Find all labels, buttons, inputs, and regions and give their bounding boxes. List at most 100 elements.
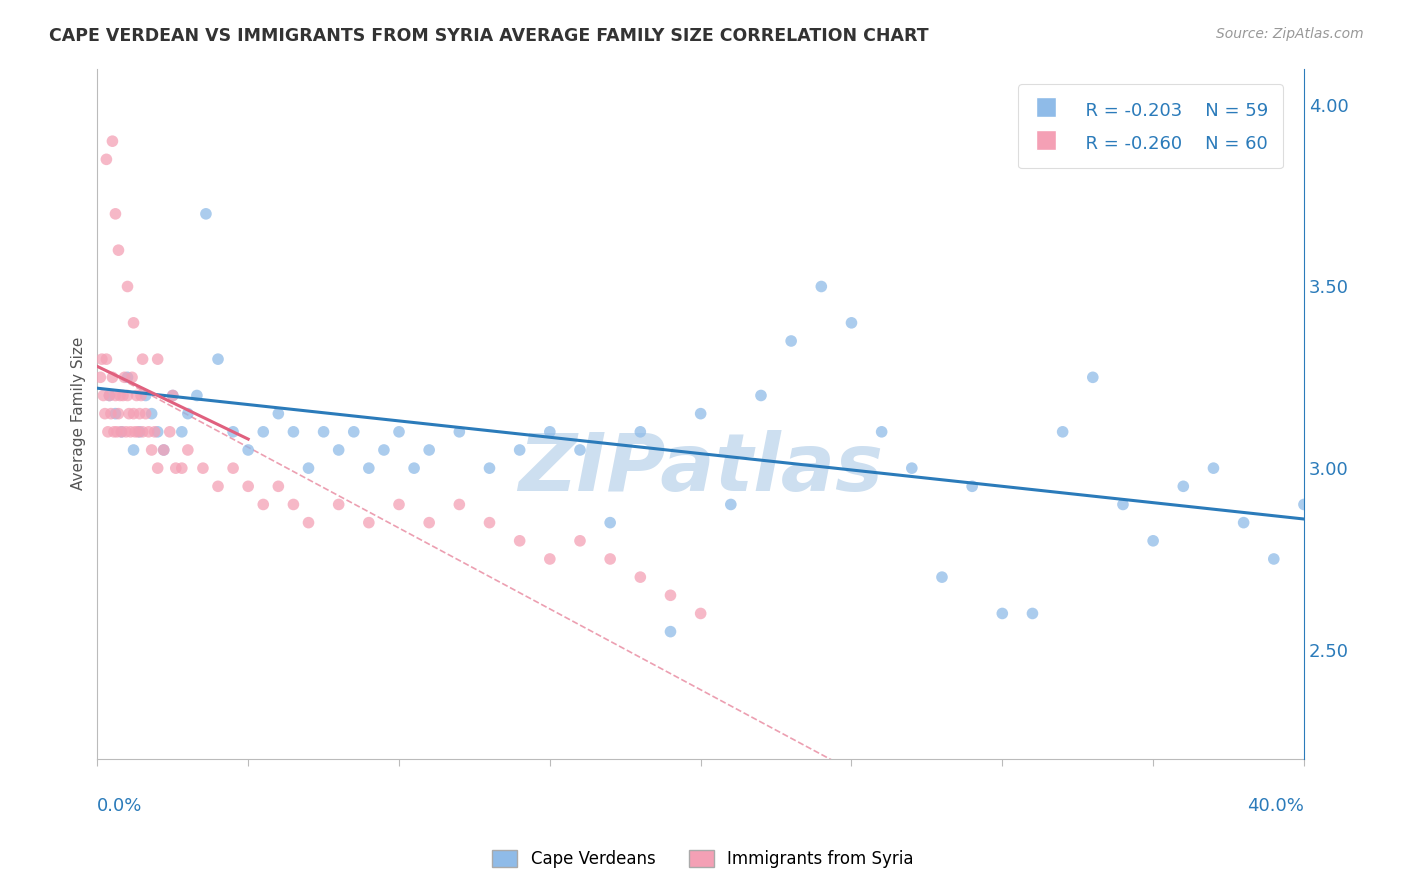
Cape Verdeans [117, 370, 139, 384]
Cape Verdeans [509, 442, 531, 457]
Text: 40.0%: 40.0% [1247, 797, 1303, 814]
Immigrants from Syria [207, 479, 229, 493]
Cape Verdeans [991, 607, 1014, 621]
Cape Verdeans [1142, 533, 1164, 548]
Immigrants from Syria [449, 498, 471, 512]
Cape Verdeans [1081, 370, 1104, 384]
Immigrants from Syria [141, 442, 163, 457]
Immigrants from Syria [135, 407, 157, 421]
Cape Verdeans [122, 442, 145, 457]
Cape Verdeans [222, 425, 245, 439]
Cape Verdeans [659, 624, 682, 639]
Cape Verdeans [449, 425, 471, 439]
Immigrants from Syria [159, 425, 181, 439]
Immigrants from Syria [222, 461, 245, 475]
Immigrants from Syria [127, 425, 149, 439]
Immigrants from Syria [94, 407, 117, 421]
Immigrants from Syria [569, 533, 592, 548]
Cape Verdeans [478, 461, 501, 475]
Point [131, 352, 153, 367]
Immigrants from Syria [267, 479, 290, 493]
Cape Verdeans [186, 388, 208, 402]
Immigrants from Syria [104, 388, 127, 402]
Immigrants from Syria [97, 425, 120, 439]
Immigrants from Syria [110, 425, 132, 439]
Cape Verdeans [1233, 516, 1256, 530]
Immigrants from Syria [177, 442, 200, 457]
Immigrants from Syria [388, 498, 411, 512]
Immigrants from Syria [689, 607, 711, 621]
Text: 0.0%: 0.0% [97, 797, 143, 814]
Immigrants from Syria [138, 425, 160, 439]
Immigrants from Syria [111, 388, 134, 402]
Immigrants from Syria [252, 498, 274, 512]
Cape Verdeans [538, 425, 561, 439]
Cape Verdeans [141, 407, 163, 421]
Immigrants from Syria [122, 407, 145, 421]
Immigrants from Syria [165, 461, 187, 475]
Immigrants from Syria [538, 552, 561, 566]
Cape Verdeans [901, 461, 924, 475]
Y-axis label: Average Family Size: Average Family Size [72, 337, 86, 491]
Cape Verdeans [1202, 461, 1225, 475]
Immigrants from Syria [124, 425, 146, 439]
Point [104, 207, 127, 221]
Immigrants from Syria [103, 425, 125, 439]
Cape Verdeans [810, 279, 832, 293]
Cape Verdeans [312, 425, 335, 439]
Immigrants from Syria [101, 370, 124, 384]
Immigrants from Syria [90, 352, 112, 367]
Cape Verdeans [720, 498, 742, 512]
Text: CAPE VERDEAN VS IMMIGRANTS FROM SYRIA AVERAGE FAMILY SIZE CORRELATION CHART: CAPE VERDEAN VS IMMIGRANTS FROM SYRIA AV… [49, 27, 929, 45]
Cape Verdeans [780, 334, 803, 348]
Cape Verdeans [177, 407, 200, 421]
Cape Verdeans [162, 388, 184, 402]
Immigrants from Syria [509, 533, 531, 548]
Cape Verdeans [1112, 498, 1135, 512]
Cape Verdeans [152, 442, 174, 457]
Cape Verdeans [267, 407, 290, 421]
Immigrants from Syria [93, 388, 115, 402]
Point [146, 352, 169, 367]
Point [107, 243, 129, 257]
Immigrants from Syria [628, 570, 651, 584]
Text: ZIPatlas: ZIPatlas [519, 430, 883, 508]
Immigrants from Syria [100, 407, 122, 421]
Immigrants from Syria [105, 425, 128, 439]
Legend: Cape Verdeans, Immigrants from Syria: Cape Verdeans, Immigrants from Syria [485, 843, 921, 875]
Immigrants from Syria [418, 516, 440, 530]
Immigrants from Syria [328, 498, 350, 512]
Immigrants from Syria [121, 370, 143, 384]
Immigrants from Syria [108, 388, 131, 402]
Cape Verdeans [931, 570, 953, 584]
Cape Verdeans [373, 442, 395, 457]
Immigrants from Syria [659, 588, 682, 602]
Point [96, 153, 118, 167]
Cape Verdeans [404, 461, 426, 475]
Cape Verdeans [98, 388, 121, 402]
Cape Verdeans [841, 316, 863, 330]
Immigrants from Syria [120, 425, 142, 439]
Cape Verdeans [194, 207, 217, 221]
Cape Verdeans [328, 442, 350, 457]
Cape Verdeans [146, 425, 169, 439]
Cape Verdeans [104, 407, 127, 421]
Cape Verdeans [960, 479, 983, 493]
Immigrants from Syria [146, 461, 169, 475]
Cape Verdeans [749, 388, 772, 402]
Immigrants from Syria [117, 388, 139, 402]
Cape Verdeans [870, 425, 893, 439]
Cape Verdeans [569, 442, 592, 457]
Immigrants from Syria [98, 388, 121, 402]
Immigrants from Syria [478, 516, 501, 530]
Immigrants from Syria [283, 498, 305, 512]
Immigrants from Syria [599, 552, 621, 566]
Immigrants from Syria [143, 425, 166, 439]
Cape Verdeans [252, 425, 274, 439]
Cape Verdeans [170, 425, 193, 439]
Immigrants from Syria [128, 407, 150, 421]
Point [101, 134, 124, 148]
Cape Verdeans [238, 442, 260, 457]
Cape Verdeans [283, 425, 305, 439]
Cape Verdeans [628, 425, 651, 439]
